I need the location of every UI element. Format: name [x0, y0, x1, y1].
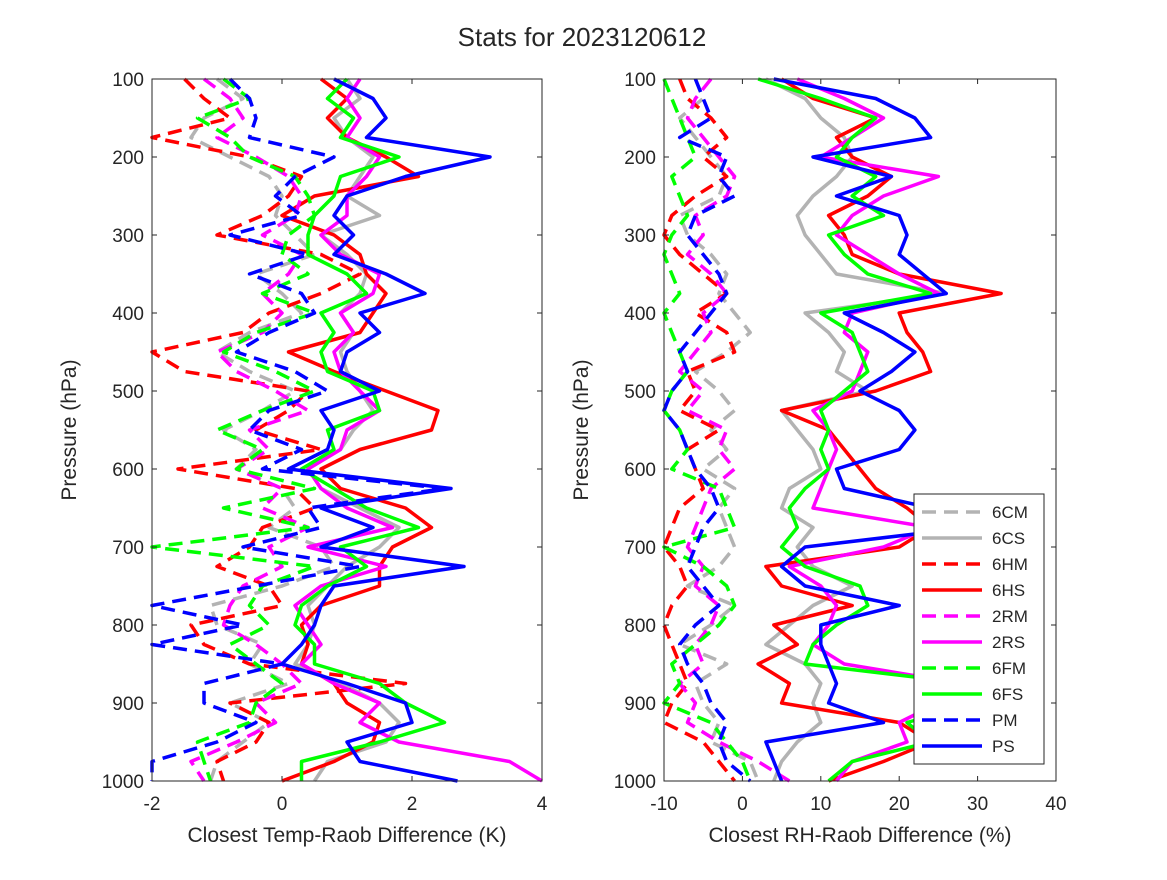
rh-y-tick-label: 300 [624, 226, 656, 247]
legend-label-pm: PM [992, 711, 1018, 730]
temp-x-axis-label: Closest Temp-Raob Difference (K) [187, 824, 506, 847]
legend: 6CM 6CS 6HM 6HS 2RM 2RS 6FM 6FS PM PS [913, 493, 1045, 765]
temperature-difference-axes: -2 0 2 4 100 200 300 400 500 600 700 800 900 1000 Clo… [58, 70, 548, 847]
temp-x-tick-label: -2 [144, 794, 161, 815]
rh-y-tick-label: 100 [624, 70, 656, 91]
temp-series-6cm [189, 77, 336, 782]
rh-y-tick-label: 400 [624, 304, 656, 325]
legend-label-6hm: 6HM [992, 555, 1028, 574]
temp-y-tick-label: 600 [112, 460, 144, 481]
figure-title: Stats for 2023120612 [458, 22, 707, 52]
temp-y-axis-label: Pressure (hPa) [58, 359, 81, 500]
temp-x-tick-label: 0 [277, 794, 288, 815]
rh-y-tick-label: 900 [624, 694, 656, 715]
rh-series-6fs [757, 77, 980, 783]
rh-y-tick-label: 700 [624, 538, 656, 559]
temp-series-ps [280, 77, 492, 783]
temp-y-tick-label: 100 [112, 70, 144, 91]
temp-x-tick-label: 4 [537, 794, 548, 815]
rh-y-tick-label: 1000 [614, 772, 656, 793]
legend-label-6cs: 6CS [992, 529, 1025, 548]
legend-label-2rs: 2RS [992, 633, 1025, 652]
legend-label-6cm: 6CM [992, 503, 1028, 522]
rh-x-tick-label: 20 [889, 794, 910, 815]
temp-y-tick-label: 1000 [102, 772, 144, 793]
rh-y-tick-label: 500 [624, 382, 656, 403]
temp-y-tick-label: 900 [112, 694, 144, 715]
temp-series-6hm [150, 77, 408, 782]
rh-x-tick-label: 30 [967, 794, 988, 815]
legend-label-6hs: 6HS [992, 581, 1025, 600]
legend-label-ps: PS [992, 737, 1015, 756]
temp-y-tick-label: 300 [112, 226, 144, 247]
rh-x-tick-label: 10 [810, 794, 831, 815]
rh-series-pm [662, 78, 752, 783]
rh-x-tick-label: 40 [1045, 794, 1066, 815]
legend-label-6fs: 6FS [992, 685, 1023, 704]
temp-x-tick-label: 2 [407, 794, 418, 815]
temp-y-tick-label: 400 [112, 304, 144, 325]
rh-series-6cm [677, 78, 760, 782]
rh-series-6fm [662, 78, 752, 782]
temp-y-tick-label: 200 [112, 148, 144, 169]
temp-y-tick-label: 500 [112, 382, 144, 403]
rh-y-axis-label: Pressure (hPa) [570, 359, 593, 500]
rh-y-tick-label: 600 [624, 460, 656, 481]
rh-x-axis-label: Closest RH-Raob Difference (%) [708, 824, 1011, 847]
rh-series-2rm [677, 77, 791, 783]
legend-label-2rm: 2RM [992, 607, 1028, 626]
legend-label-6fm: 6FM [992, 659, 1026, 678]
temp-y-tick-label: 800 [112, 616, 144, 637]
temp-series-6fm [150, 77, 317, 782]
temp-series-6fs [293, 77, 447, 781]
rh-x-tick-label: -10 [650, 794, 677, 815]
rh-x-tick-label: 0 [737, 794, 748, 815]
temp-y-tick-label: 700 [112, 538, 144, 559]
rh-y-tick-label: 800 [624, 616, 656, 637]
rh-series-ps [764, 77, 972, 782]
rh-y-tick-label: 200 [624, 148, 656, 169]
